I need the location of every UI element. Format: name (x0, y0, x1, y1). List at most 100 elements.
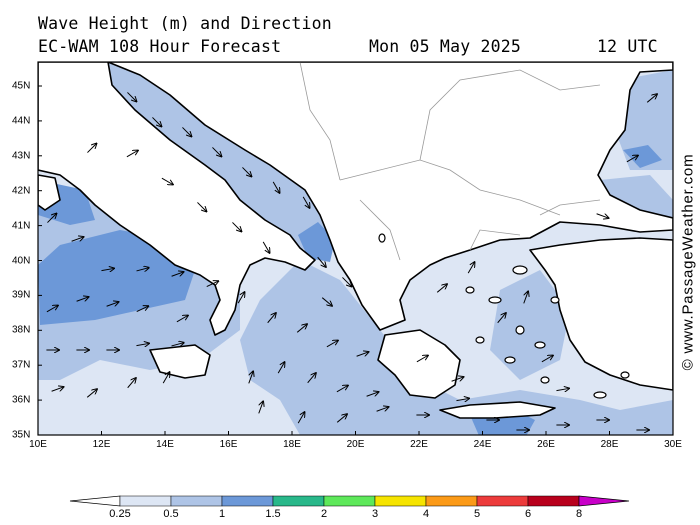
direction-arrow (416, 356, 428, 363)
lat-tick-label: 45N (12, 80, 31, 92)
direction-arrow (126, 151, 138, 158)
forecast-time: 12 UTC (597, 37, 658, 56)
direction-arrow (262, 241, 269, 253)
lon-tick-label: 24E (473, 439, 492, 450)
direction-arrow (71, 237, 84, 242)
legend-label: 0.25 (109, 508, 131, 520)
direction-arrow (523, 292, 528, 304)
islands (378, 233, 630, 399)
lat-tick-label: 39N (12, 289, 31, 301)
watermark: © www.PassageWeather.com (679, 153, 697, 371)
direction-arrow (342, 277, 351, 286)
direction-arrow (556, 388, 568, 390)
lon-tick-label: 16E (219, 439, 238, 450)
direction-arrow (197, 202, 206, 211)
legend-label: 3 (371, 508, 379, 520)
direction-arrow (176, 316, 188, 323)
lat-tick-label: 35N (12, 429, 31, 441)
map-area (38, 62, 673, 435)
direction-arrow (171, 343, 184, 346)
legend-swatch (221, 495, 274, 507)
legend-high-arrow (578, 495, 630, 507)
direction-arrow (456, 398, 468, 400)
direction-arrow (127, 378, 136, 389)
direction-arrow (321, 297, 332, 306)
lon-tick-label: 26E (537, 439, 555, 450)
direction-arrow (541, 356, 553, 363)
forecast-date: Mon 05 May 2025 (369, 37, 522, 56)
direction-arrow (356, 352, 369, 357)
direction-arrow (317, 256, 326, 267)
legend-swatch (476, 495, 529, 507)
direction-arrow (171, 272, 184, 277)
direction-arrow (277, 362, 284, 374)
legend-swatch (374, 495, 427, 507)
legend-label: 6 (524, 508, 532, 520)
direction-arrow (136, 306, 148, 312)
legend-label: 5 (473, 508, 481, 520)
direction-arrow (596, 213, 609, 218)
lat-tick-label: 38N (12, 324, 31, 336)
lat-tick-label: 37N (12, 359, 31, 371)
direction-arrow (51, 387, 64, 392)
direction-arrow (152, 117, 161, 126)
lon-tick-label: 22E (410, 439, 428, 450)
direction-arrow (101, 268, 113, 270)
direction-arrow (232, 222, 241, 231)
lon-tick-label: 10E (29, 439, 47, 450)
direction-arrow (436, 284, 447, 293)
direction-arrow (336, 414, 347, 423)
direction-arrow (161, 177, 173, 184)
direction-arrow (307, 373, 316, 384)
direction-arrow (497, 313, 506, 324)
legend-label: 4 (422, 508, 430, 520)
lat-tick-label: 42N (12, 185, 31, 197)
legend-label: 1.5 (265, 508, 281, 520)
direction-arrow (86, 389, 97, 398)
axis-tick-marks (37, 85, 674, 436)
direction-arrow (302, 196, 309, 208)
direction-arrow (182, 127, 191, 136)
legend-bar (69, 495, 630, 507)
lat-tick-label: 40N (12, 255, 31, 266)
direction-arrow (76, 297, 89, 302)
lon-tick-label: 14E (156, 439, 174, 450)
direction-arrow (248, 372, 253, 384)
direction-arrow (326, 341, 338, 348)
lon-tick-label: 18E (283, 439, 301, 450)
direction-arrow (267, 313, 276, 324)
direction-arrow (296, 324, 307, 333)
direction-arrow (366, 392, 379, 397)
direction-arrow (258, 402, 263, 414)
legend-swatch (425, 495, 478, 507)
direction-arrow (106, 302, 119, 307)
direction-arrow (47, 214, 56, 223)
direction-arrow (127, 92, 136, 101)
direction-arrow (46, 306, 58, 313)
lon-tick-label: 12E (92, 439, 111, 450)
legend-label: 2 (320, 508, 328, 520)
direction-arrow (297, 412, 304, 424)
direction-arrow (136, 343, 148, 345)
borders (299, 62, 601, 261)
direction-arrow (242, 167, 251, 176)
direction-arrow (237, 292, 244, 304)
direction-arrow (206, 281, 218, 287)
lat-tick-label: 41N (12, 220, 31, 232)
lon-tick-label: 28E (600, 439, 619, 450)
lon-tick-label: 30E (664, 439, 682, 450)
legend-low-arrow (69, 495, 121, 507)
lon-tick-label: 20E (346, 439, 365, 450)
lat-tick-label: 43N (12, 150, 31, 162)
direction-arrow (336, 386, 348, 393)
direction-arrow (467, 262, 474, 274)
lat-tick-label: 44N (12, 115, 31, 127)
legend-swatch (323, 495, 376, 507)
direction-arrow (646, 94, 657, 103)
direction-arrow (626, 156, 638, 163)
direction-arrow (212, 147, 221, 156)
wave-direction-arrows (46, 92, 656, 430)
legend-label: 0.5 (163, 508, 179, 520)
direction-arrow (87, 144, 96, 153)
